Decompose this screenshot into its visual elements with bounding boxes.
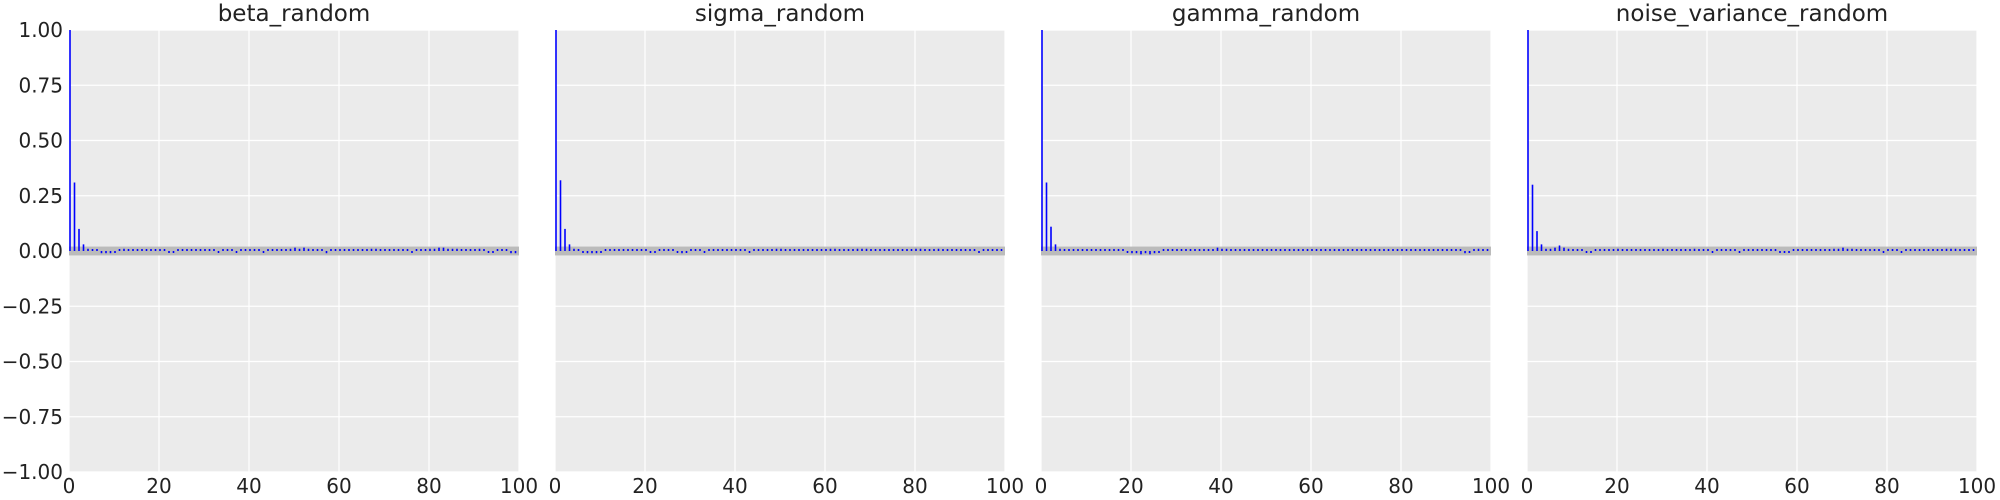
- x-tick-label: 40: [1208, 474, 1233, 498]
- y-tick-label: 0.75: [18, 73, 63, 97]
- y-tick-label: −0.50: [2, 350, 63, 374]
- subplot-gamma-random: gamma_random 0 20 40 60 80 100: [1035, 1, 1510, 498]
- y-tick-label: −0.75: [2, 405, 63, 429]
- subplot-sigma-random: sigma_random 0 20 40 60 80 100: [549, 1, 1024, 498]
- x-tick-label: 100: [1472, 474, 1510, 498]
- confidence-band: [555, 246, 1005, 256]
- y-tick-label: 0.00: [18, 239, 63, 263]
- y-tick-label: 0.50: [18, 129, 63, 153]
- subplot-title: beta_random: [218, 1, 371, 27]
- x-tick-label: 0: [63, 474, 76, 498]
- y-tick-label: 1.00: [18, 18, 63, 42]
- subplot-title: gamma_random: [1172, 1, 1360, 27]
- x-tick-label: 20: [1118, 474, 1143, 498]
- confidence-band: [1041, 246, 1491, 256]
- x-tick-label: 80: [416, 474, 441, 498]
- confidence-band: [69, 246, 519, 256]
- x-tick-label: 20: [1604, 474, 1629, 498]
- x-tick-label: 0: [1521, 474, 1534, 498]
- x-tick-label: 100: [986, 474, 1024, 498]
- subplot-beta-random: beta_random 0 20 40 60 80 100 −1.00 −0.75 −0.50 −0…: [2, 1, 538, 498]
- subplot-noise-variance-random: noise_variance_random 0 20 40 60 80 100: [1521, 1, 1996, 498]
- x-tick-label: 60: [812, 474, 837, 498]
- x-tick-label: 20: [632, 474, 657, 498]
- x-tick-label: 20: [146, 474, 171, 498]
- x-tick-label: 40: [722, 474, 747, 498]
- subplot-title: sigma_random: [695, 1, 865, 27]
- subplot-title: noise_variance_random: [1616, 1, 1888, 27]
- confidence-band: [1527, 246, 1977, 256]
- x-tick-label: 40: [236, 474, 261, 498]
- x-tick-label: 80: [1874, 474, 1899, 498]
- x-tick-label: 80: [1388, 474, 1413, 498]
- x-tick-label: 0: [1035, 474, 1048, 498]
- y-tick-label: −0.25: [2, 294, 63, 318]
- x-tick-label: 60: [1784, 474, 1809, 498]
- x-tick-label: 100: [1958, 474, 1996, 498]
- y-tick-label: 0.25: [18, 184, 63, 208]
- y-tick-label: −1.00: [2, 460, 63, 484]
- x-tick-label: 40: [1694, 474, 1719, 498]
- x-tick-label: 80: [902, 474, 927, 498]
- x-tick-label: 60: [326, 474, 351, 498]
- x-tick-label: 60: [1298, 474, 1323, 498]
- x-tick-label: 100: [500, 474, 538, 498]
- x-tick-label: 0: [549, 474, 562, 498]
